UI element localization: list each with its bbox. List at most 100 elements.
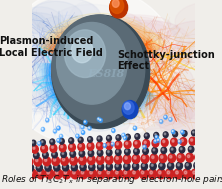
Circle shape	[155, 140, 156, 141]
Circle shape	[34, 152, 39, 159]
Circle shape	[106, 163, 113, 170]
Circle shape	[99, 119, 102, 122]
Circle shape	[141, 171, 144, 174]
Circle shape	[107, 165, 109, 167]
Circle shape	[34, 157, 42, 166]
Circle shape	[36, 169, 45, 179]
Circle shape	[123, 155, 131, 164]
Circle shape	[42, 141, 43, 143]
Circle shape	[59, 138, 64, 144]
Circle shape	[64, 171, 67, 174]
Circle shape	[61, 151, 66, 157]
Circle shape	[133, 126, 137, 130]
Circle shape	[143, 164, 145, 167]
Circle shape	[57, 22, 127, 104]
Ellipse shape	[31, 0, 100, 33]
Circle shape	[60, 139, 62, 141]
Circle shape	[59, 144, 66, 152]
Ellipse shape	[93, 31, 153, 72]
Circle shape	[126, 150, 127, 152]
Circle shape	[116, 143, 119, 145]
Circle shape	[179, 146, 185, 153]
Circle shape	[107, 137, 109, 138]
Ellipse shape	[58, 39, 107, 82]
Circle shape	[38, 142, 41, 145]
Circle shape	[112, 143, 113, 144]
Circle shape	[97, 163, 104, 170]
Circle shape	[80, 163, 86, 171]
Circle shape	[124, 140, 131, 148]
Circle shape	[36, 164, 42, 171]
Circle shape	[154, 139, 157, 143]
Circle shape	[70, 151, 75, 157]
Circle shape	[89, 127, 90, 128]
Circle shape	[71, 169, 79, 179]
Circle shape	[111, 142, 114, 146]
Ellipse shape	[13, 7, 67, 49]
Circle shape	[201, 129, 206, 135]
Circle shape	[134, 148, 139, 155]
Circle shape	[54, 169, 62, 179]
Circle shape	[79, 138, 81, 140]
Circle shape	[169, 164, 171, 166]
Circle shape	[27, 159, 29, 162]
Ellipse shape	[15, 46, 79, 73]
Circle shape	[186, 163, 188, 166]
Circle shape	[160, 120, 161, 122]
Circle shape	[172, 140, 174, 142]
Circle shape	[81, 171, 84, 174]
Ellipse shape	[120, 88, 182, 129]
Circle shape	[200, 138, 202, 141]
Circle shape	[87, 143, 94, 150]
Circle shape	[167, 171, 170, 174]
Circle shape	[125, 134, 130, 140]
Ellipse shape	[5, 12, 61, 33]
Circle shape	[81, 165, 83, 167]
Circle shape	[53, 158, 56, 161]
Circle shape	[182, 131, 187, 136]
Circle shape	[32, 145, 38, 153]
Circle shape	[154, 132, 159, 138]
Circle shape	[100, 119, 101, 120]
Circle shape	[189, 147, 191, 149]
Circle shape	[189, 137, 196, 145]
Circle shape	[106, 149, 112, 156]
Circle shape	[127, 135, 128, 137]
Circle shape	[126, 142, 128, 145]
Text: Roles of Ti$_3$C$_2$T$_x$ in separating  electron-hole pairs: Roles of Ti$_3$C$_2$T$_x$ in separating …	[1, 173, 222, 186]
Circle shape	[79, 144, 81, 147]
Circle shape	[150, 154, 158, 163]
Circle shape	[71, 158, 74, 161]
Circle shape	[143, 148, 148, 154]
Circle shape	[150, 171, 153, 174]
Circle shape	[70, 139, 71, 141]
Circle shape	[88, 169, 97, 179]
Circle shape	[82, 131, 83, 132]
Circle shape	[116, 135, 121, 140]
Circle shape	[97, 169, 105, 179]
Circle shape	[84, 120, 87, 124]
Circle shape	[177, 153, 184, 162]
Circle shape	[107, 151, 109, 153]
Ellipse shape	[0, 0, 179, 146]
Ellipse shape	[39, 44, 102, 64]
Circle shape	[171, 148, 173, 150]
Ellipse shape	[74, 100, 123, 131]
Circle shape	[79, 150, 85, 157]
Ellipse shape	[98, 36, 135, 69]
Circle shape	[41, 145, 48, 153]
Circle shape	[150, 163, 156, 170]
Circle shape	[105, 169, 114, 179]
Ellipse shape	[55, 97, 110, 129]
Circle shape	[103, 144, 106, 147]
Circle shape	[124, 171, 127, 174]
Ellipse shape	[6, 12, 52, 58]
Circle shape	[64, 30, 106, 77]
Circle shape	[98, 143, 100, 146]
Circle shape	[112, 129, 113, 131]
Circle shape	[133, 163, 139, 170]
Circle shape	[29, 166, 31, 168]
Circle shape	[152, 147, 157, 154]
Circle shape	[47, 171, 50, 174]
Circle shape	[98, 151, 100, 153]
